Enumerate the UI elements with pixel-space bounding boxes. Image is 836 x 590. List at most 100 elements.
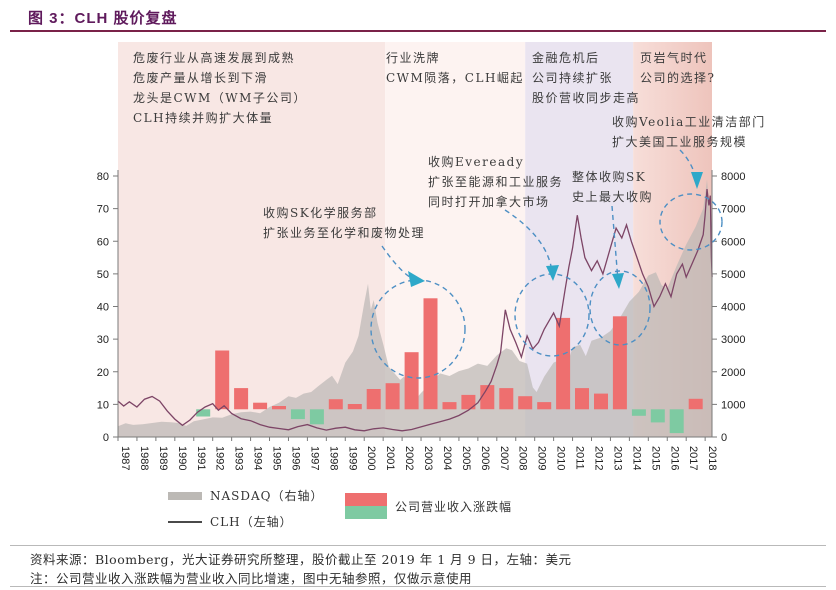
svg-text:2000: 2000 <box>721 367 745 379</box>
revenue-bar-2012 <box>594 393 608 410</box>
svg-text:7000: 7000 <box>721 204 745 216</box>
annotation-stage1: 危废行业从高速发展到成熟 危废产量从增长到下滑 龙头是CWM（WM子公司） CL… <box>133 48 307 128</box>
svg-text:8000: 8000 <box>721 171 745 183</box>
note-line: 注：公司营业收入涨跌幅为营业收入同比增速，图中无轴参照，仅做示意使用 <box>30 571 473 586</box>
svg-text:4000: 4000 <box>721 302 745 314</box>
source-line: 资料来源：Bloomberg，光大证券研究所整理，股价截止至 2019 年 1 … <box>30 552 572 567</box>
svg-text:1987: 1987 <box>119 446 131 470</box>
svg-text:1991: 1991 <box>195 446 207 470</box>
svg-text:0: 0 <box>103 432 109 444</box>
revenue-bar-1999 <box>347 404 362 410</box>
annotation-line: CWM陨落，CLH崛起 <box>386 71 524 85</box>
revenue-bar-2005 <box>461 394 476 410</box>
svg-text:2005: 2005 <box>460 446 472 470</box>
revenue-bar-series <box>196 298 703 434</box>
svg-text:1993: 1993 <box>233 446 245 470</box>
axis-tick-labels: 0 10 20 30 40 50 60 70 80 0 1000 2000 3000 4000 5000 60… <box>97 171 746 470</box>
footer-divider-top <box>10 545 826 546</box>
svg-text:2018: 2018 <box>706 446 718 470</box>
annotation-line: 公司的选择? <box>640 71 716 85</box>
revenue-up-swatch <box>345 493 387 506</box>
svg-text:80: 80 <box>97 171 109 183</box>
annotation-line: 扩大美国工业服务规模 <box>612 135 748 149</box>
clh-price-line <box>117 189 713 432</box>
svg-text:2004: 2004 <box>441 446 453 470</box>
annotation-line: 整体收购SK <box>572 170 647 184</box>
revenue-bar-2011 <box>575 388 589 410</box>
svg-text:2015: 2015 <box>649 446 661 470</box>
svg-text:2007: 2007 <box>498 446 510 470</box>
arrowhead-icon <box>691 172 703 189</box>
revenue-bar-1992 <box>215 350 230 410</box>
clh-stock-chart: 0 10 20 30 40 50 60 70 80 0 1000 2000 3000 4000 5000 60… <box>97 42 746 470</box>
arrowhead-icon <box>612 273 624 289</box>
annotation-line: CLH持续并购扩大体量 <box>133 111 274 125</box>
legend-item-nasdaq: NASDAQ（右轴） <box>168 487 324 504</box>
svg-text:2014: 2014 <box>630 446 642 470</box>
revenue-bar-2015 <box>650 409 665 423</box>
svg-text:2010: 2010 <box>555 446 567 470</box>
svg-text:1996: 1996 <box>289 446 301 470</box>
annotation-line: 史上最大收购 <box>572 190 654 204</box>
svg-text:1988: 1988 <box>138 446 150 470</box>
figure-title: 图 3：CLH 股价复盘 <box>28 10 178 27</box>
svg-text:2009: 2009 <box>536 446 548 470</box>
annotation-line: 危废产量从增长到下滑 <box>133 71 269 85</box>
svg-text:3000: 3000 <box>721 334 745 346</box>
annotation-line: 行业洗牌 <box>386 51 441 65</box>
revenue-bar-2007 <box>499 388 514 410</box>
svg-text:2003: 2003 <box>422 446 434 470</box>
annotation-line: 危废行业从高速发展到成熟 <box>133 51 296 65</box>
revenue-bar-1997 <box>309 409 324 425</box>
svg-text:1999: 1999 <box>346 446 358 470</box>
nasdaq-swatch-icon <box>168 491 202 500</box>
svg-text:6000: 6000 <box>721 236 745 248</box>
svg-text:1990: 1990 <box>176 446 188 470</box>
revenue-bar-2000 <box>366 389 381 410</box>
svg-text:2017: 2017 <box>687 446 699 470</box>
annotation-line: 收购Veolia工业清洁部门 <box>612 115 766 129</box>
revenue-bar-2017 <box>688 398 703 410</box>
svg-text:1998: 1998 <box>327 446 339 470</box>
revenue-bar-1998 <box>328 399 343 410</box>
svg-text:2001: 2001 <box>384 446 396 470</box>
revenue-bar-2001 <box>385 383 400 410</box>
annotation-line: 扩张至能源和工业服务 <box>428 175 564 189</box>
legend-item-revenue: 公司营业收入涨跌幅 <box>345 493 512 519</box>
svg-text:1989: 1989 <box>157 446 169 470</box>
svg-text:10: 10 <box>97 399 109 411</box>
revenue-bar-2004 <box>442 402 457 410</box>
revenue-swatch-icon <box>345 493 387 519</box>
annotation-line: 扩张业务至化学和废物处理 <box>263 226 426 240</box>
svg-text:2011: 2011 <box>574 446 586 470</box>
revenue-legend-label: 公司营业收入涨跌幅 <box>395 499 513 514</box>
revenue-bar-2013 <box>612 316 627 410</box>
svg-text:70: 70 <box>97 204 109 216</box>
svg-text:1994: 1994 <box>252 446 264 470</box>
clh-legend-label: CLH（左轴） <box>210 515 293 529</box>
annotation-line: 龙头是CWM（WM子公司） <box>133 91 307 105</box>
revenue-bar-2016 <box>669 409 684 434</box>
svg-text:1997: 1997 <box>308 446 320 470</box>
annotation-sk-total: 整体收购SK 史上最大收购 <box>572 167 653 207</box>
svg-text:2012: 2012 <box>593 446 605 470</box>
arrowhead-icon <box>408 271 425 287</box>
revenue-bar-2002 <box>404 352 419 410</box>
annotation-line: 股价营收同步走高 <box>532 91 641 105</box>
svg-text:1000: 1000 <box>721 399 745 411</box>
annotation-stage4: 页岩气时代 公司的选择? <box>640 48 715 88</box>
revenue-bar-2010 <box>556 317 571 410</box>
footer-divider-bottom <box>10 586 826 587</box>
annotation-line: 同时打开加拿大市场 <box>428 195 550 209</box>
annotation-stage2: 行业洗牌 CWM陨落，CLH崛起 <box>386 48 524 88</box>
event-arrows <box>381 149 703 289</box>
svg-text:5000: 5000 <box>721 269 745 281</box>
svg-text:2016: 2016 <box>668 446 680 470</box>
svg-text:2006: 2006 <box>479 446 491 470</box>
annotation-eveready: 收购Eveready 扩张至能源和工业服务 同时打开加拿大市场 <box>428 152 563 212</box>
annotation-line: 金融危机后 <box>532 51 600 65</box>
svg-text:1992: 1992 <box>214 446 226 470</box>
legend-item-clh: CLH（左轴） <box>168 513 293 530</box>
svg-text:40: 40 <box>97 302 109 314</box>
